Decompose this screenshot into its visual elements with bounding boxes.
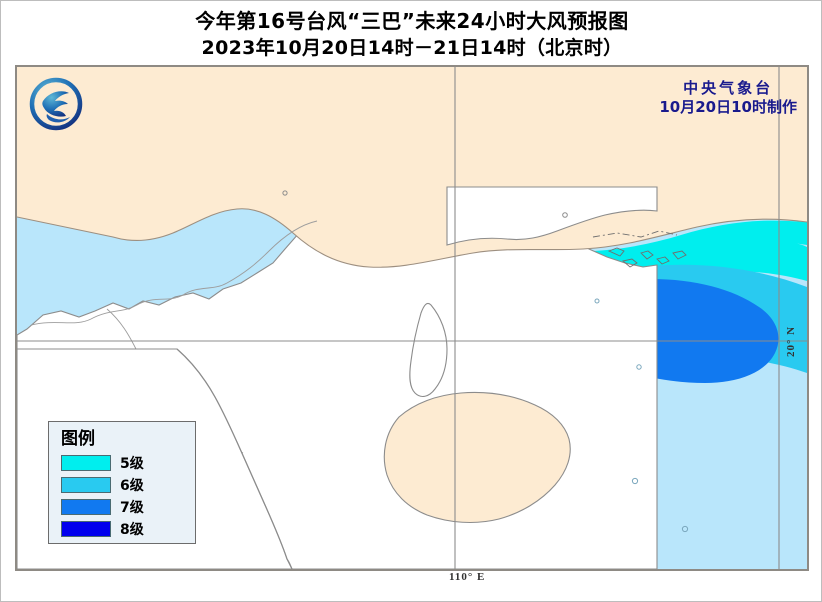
island-dot-1 [282, 190, 288, 196]
logo-swirl-glyph [46, 114, 70, 123]
admin-boundary-dashdot [592, 230, 678, 238]
attribution-organization: 中央气象台 [683, 79, 774, 97]
island-dot-5 [636, 364, 642, 370]
land-guangdong-coast [446, 186, 658, 246]
axis-label-latitude-20n: 20° N [785, 325, 797, 357]
legend-swatch-level-6 [61, 476, 111, 493]
legend-label-level-8: 8级 [120, 521, 144, 538]
province-boundary-1 [30, 220, 318, 326]
legend-label-level-7: 7级 [120, 499, 144, 516]
attribution-issue-time: 10月20日10时制作 [659, 98, 797, 116]
cma-logo-icon [29, 77, 83, 131]
island-group-hongkong [607, 247, 687, 268]
legend-title: 图例 [61, 429, 95, 449]
legend-item-level-7[interactable]: 7级 [61, 496, 195, 517]
legend-swatch-level-8 [61, 520, 111, 537]
legend-label-level-5: 5级 [120, 455, 144, 472]
page-title: 今年第16号台风“三巴”未来24小时大风预报图 [195, 9, 629, 33]
chart-title-block: 今年第16号台风“三巴”未来24小时大风预报图 2023年10月20日14时－2… [1, 7, 822, 62]
legend-item-level-8[interactable]: 8级 [61, 518, 195, 539]
island-dot-6 [594, 298, 600, 304]
page-subtitle: 2023年10月20日14时－21日14时（北京时） [201, 37, 623, 59]
island-dot-3 [631, 477, 639, 485]
logo-dragon-glyph [42, 91, 69, 117]
legend-item-level-5[interactable]: 5级 [61, 452, 195, 473]
axis-label-longitude-110e: 110° E [449, 571, 486, 583]
coastline-vietnam [176, 348, 293, 569]
legend-panel[interactable]: 图例 5级 6级 7级 8级 [48, 421, 196, 544]
weather-map[interactable]: 中央气象台 10月20日10时制作 图例 5级 6级 7级 8级 [15, 65, 809, 571]
island-dot-4 [681, 525, 689, 533]
attribution-block: 中央气象台 10月20日10时制作 [659, 79, 797, 117]
island-dot-2 [562, 212, 568, 218]
legend-swatch-level-5 [61, 454, 111, 471]
land-hainan-island [383, 392, 571, 523]
land-leizhou-peninsula [409, 302, 448, 398]
legend-label-level-6: 6级 [120, 477, 144, 494]
legend-item-level-6[interactable]: 6级 [61, 474, 195, 495]
legend-swatch-level-7 [61, 498, 111, 515]
border-line-north [17, 208, 807, 268]
cma-logo [29, 77, 83, 131]
land-out-of-domain-north [17, 67, 807, 268]
